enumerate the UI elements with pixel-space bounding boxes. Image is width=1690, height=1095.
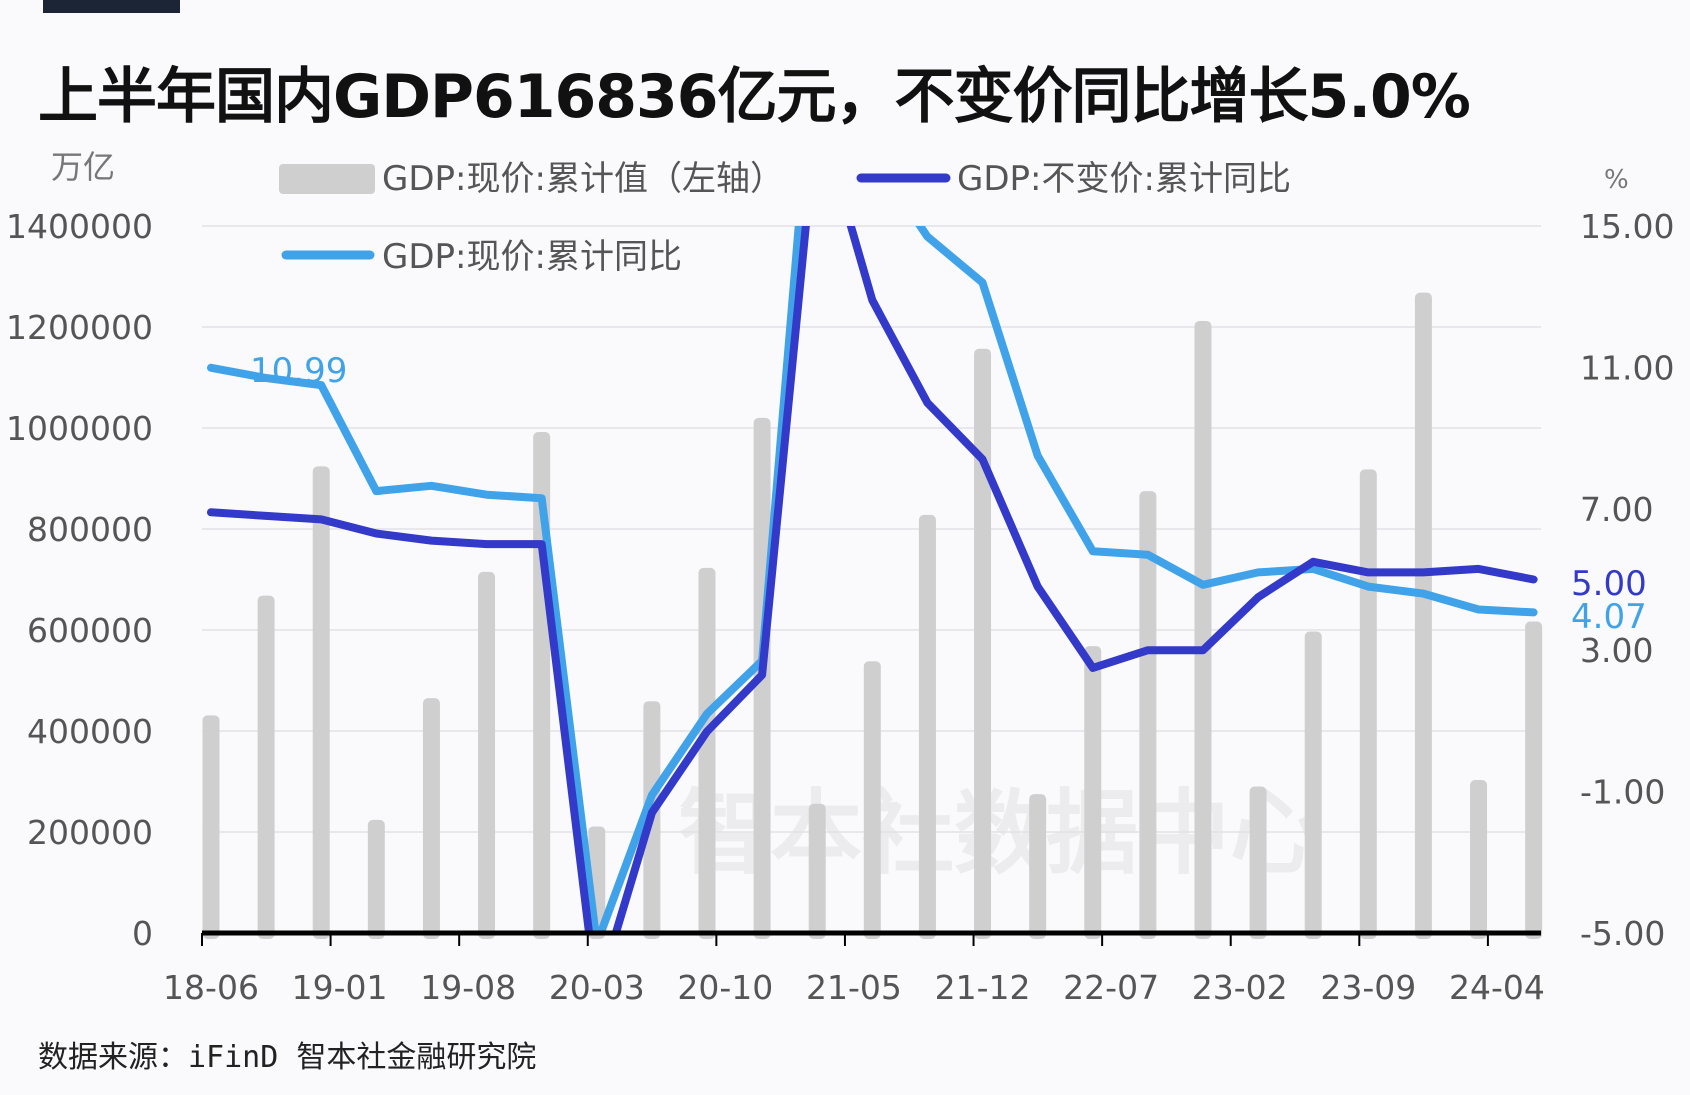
right-axis-tick-label: 11.00	[1580, 348, 1674, 387]
right-axis-tick-label: -1.00	[1580, 773, 1665, 812]
left-axis-tick-label: 200000	[27, 813, 153, 852]
x-axis-tick-label: 22-07	[1063, 968, 1159, 1007]
data-label-real-growth-end: 5.00	[1571, 564, 1647, 604]
data-label-nominal-growth-end: 4.07	[1571, 597, 1647, 637]
x-axis-tick-label: 23-09	[1320, 968, 1416, 1007]
right-axis-tick-label: 15.00	[1580, 207, 1674, 246]
right-axis-tick-label: 7.00	[1580, 490, 1653, 529]
left-axis-tick-label: 800000	[27, 510, 153, 549]
x-axis-tick-label: 20-03	[549, 968, 645, 1007]
bar-2019-06	[422, 698, 440, 939]
bar-2018-06	[202, 715, 220, 939]
x-axis-tick-label: 19-08	[420, 968, 516, 1007]
legend-swatch-nominal-value	[279, 164, 375, 194]
bar-2020-09	[698, 567, 716, 939]
left-axis-tick-label: 600000	[27, 611, 153, 650]
watermark: 智本社数据中心	[678, 780, 1322, 887]
bar-2022-12	[1194, 320, 1212, 939]
page-title: 上半年国内GDP616836亿元，不变价同比增长5.0%	[38, 62, 1471, 132]
line-nominal-growth	[207, 226, 1538, 933]
x-axis-tick-label: 23-02	[1192, 968, 1288, 1007]
x-axis-tick-label: 24-04	[1449, 968, 1545, 1007]
legend-label-nominal-growth: GDP:现价:累计同比	[382, 237, 682, 277]
bar-2021-09	[918, 514, 936, 939]
bar-2023-03	[1249, 786, 1267, 939]
line-real-growth	[207, 226, 1538, 933]
bar-2022-09	[1139, 491, 1157, 939]
x-axis-tick-label: 21-05	[806, 968, 902, 1007]
bar-2024-06	[1525, 621, 1543, 939]
bar-2022-03	[1029, 794, 1047, 939]
source-note: 数据来源：iFinD 智本社金融研究院	[38, 1040, 537, 1075]
bar-2024-03	[1470, 779, 1488, 939]
bar-2021-06	[863, 661, 881, 939]
left-axis-tick-label: 1200000	[6, 308, 153, 347]
legend-label-nominal-value: GDP:现价:累计值（左轴）	[382, 159, 784, 199]
bar-2018-09	[257, 595, 275, 939]
bar-2023-12	[1414, 292, 1432, 939]
bar-2018-12	[312, 466, 330, 939]
bar-2019-09	[478, 571, 496, 939]
right-axis-tick-label: -5.00	[1580, 914, 1665, 953]
data-label-nominal-growth-start: 10.99	[250, 351, 347, 391]
bar-2023-09	[1359, 469, 1377, 939]
x-axis-tick-label: 21-12	[935, 968, 1031, 1007]
x-axis-tick-label: 18-06	[163, 968, 259, 1007]
left-axis-unit: 万亿	[51, 148, 115, 186]
legend-label-real-growth: GDP:不变价:累计同比	[957, 159, 1291, 199]
bar-2021-03	[808, 803, 826, 939]
left-axis-tick-label: 400000	[27, 712, 153, 751]
left-axis-tick-label: 1400000	[6, 207, 153, 246]
left-axis-tick-label: 1000000	[6, 409, 153, 448]
bar-2021-12	[974, 348, 992, 940]
bar-2022-06	[1084, 646, 1102, 939]
x-axis-tick-label: 20-10	[677, 968, 773, 1007]
title-accent-bar	[43, 0, 180, 13]
left-axis-tick-label: 0	[132, 914, 153, 953]
right-axis-unit: %	[1604, 165, 1629, 195]
bar-2019-03	[367, 819, 385, 939]
right-axis-tick-label: 3.00	[1580, 631, 1653, 670]
bar-2023-06	[1304, 631, 1322, 939]
x-axis-tick-label: 19-01	[292, 968, 388, 1007]
